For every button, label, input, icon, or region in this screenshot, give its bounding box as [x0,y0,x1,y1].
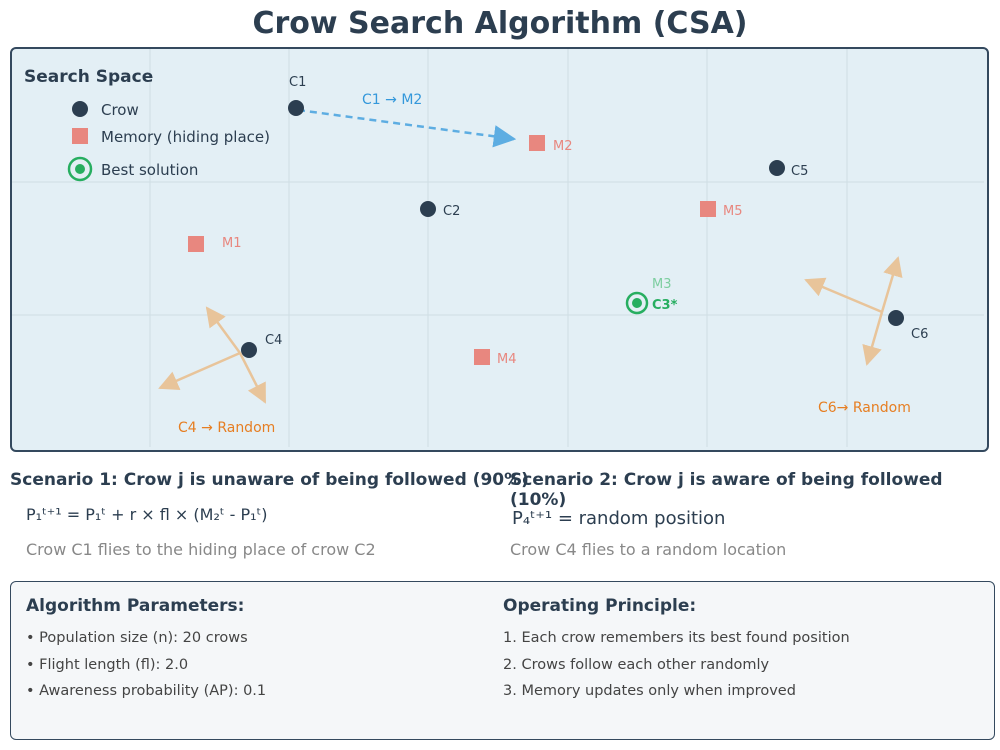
memory-label-m4: M4 [497,352,517,367]
crow-label-c1: C1 [289,75,306,90]
page-title: Crow Search Algorithm (CSA) [252,6,748,41]
legend-memory-label: Memory (hiding place) [101,128,270,146]
principle-item: 1. Each crow remembers its best found po… [503,630,850,646]
search-space-diagram: Search Space Crow Memory (hiding place) … [12,49,984,447]
follow-arrow-label: C1 → M2 [362,92,422,108]
scenario2-title: Scenario 2: Crow j is aware of being fol… [510,470,943,510]
memory-marker-m1 [188,236,204,252]
crow-marker-c5 [769,160,785,176]
scenario2-formula: P₄ᵗ⁺¹ = random position [512,508,726,529]
info-panel: Algorithm Parameters: • Population size … [10,581,995,740]
random-arrows-c4 [158,306,267,404]
memory-marker-m2 [529,135,545,151]
memory-label-m5: M5 [723,204,743,219]
parameter-item: • Flight length (fl): 2.0 [26,656,189,673]
principle-heading: Operating Principle: [503,596,697,616]
c6-random-label: C6→ Random [818,400,911,416]
crow-label-c4: C4 [265,333,282,348]
scenario2-description: Crow C4 flies to a random location [510,540,787,559]
parameter-item: • Awareness probability (AP): 0.1 [26,683,267,699]
crow-marker-c2 [420,201,436,217]
random-arrows-c6 [804,256,903,366]
scenario1-title: Scenario 1: Crow j is unaware of being f… [10,470,529,490]
crow-marker-c6 [888,310,904,326]
search-space-title: Search Space [24,67,153,87]
principle-item: 2. Crows follow each other randomly [503,656,770,673]
best-solution-ring-c3 [625,291,649,315]
best-solution-dot-c3 [632,298,642,308]
scenario1-description: Crow C1 flies to the hiding place of cro… [26,540,376,559]
parameters-list: • Population size (n): 20 crows • Flight… [26,630,266,710]
legend-memory-marker [72,128,88,144]
crow-label-c3: C3* [652,298,678,313]
legend-best-dot [75,164,85,174]
memory-label-m2: M2 [553,139,573,154]
legend-crow-label: Crow [101,101,139,119]
grid [12,49,984,447]
crow-label-c5: C5 [791,164,808,179]
memory-marker-m4 [474,349,490,365]
legend-crow-marker [72,101,88,117]
follow-arrow-c1-m2 [297,108,517,148]
crow-label-c6: C6 [911,327,928,342]
c4-random-label: C4 → Random [178,420,275,436]
principle-item: 3. Memory updates only when improved [503,683,796,699]
parameters-heading: Algorithm Parameters: [26,596,245,616]
memory-label-m1: M1 [222,236,242,251]
crow-marker-c4 [241,342,257,358]
legend-best-outer-ring [67,156,93,182]
legend-best-label: Best solution [101,161,198,179]
scenario1-formula: P₁ᵗ⁺¹ = P₁ᵗ + r × fl × (M₂ᵗ - P₁ᵗ) [26,505,268,524]
memory-marker-m5 [700,201,716,217]
principle-list: 1. Each crow remembers its best found po… [503,630,850,710]
parameter-item: • Population size (n): 20 crows [26,630,248,646]
crow-marker-c1 [288,100,304,116]
memory-label-m3: M3 [652,277,672,292]
crow-label-c2: C2 [443,204,460,219]
